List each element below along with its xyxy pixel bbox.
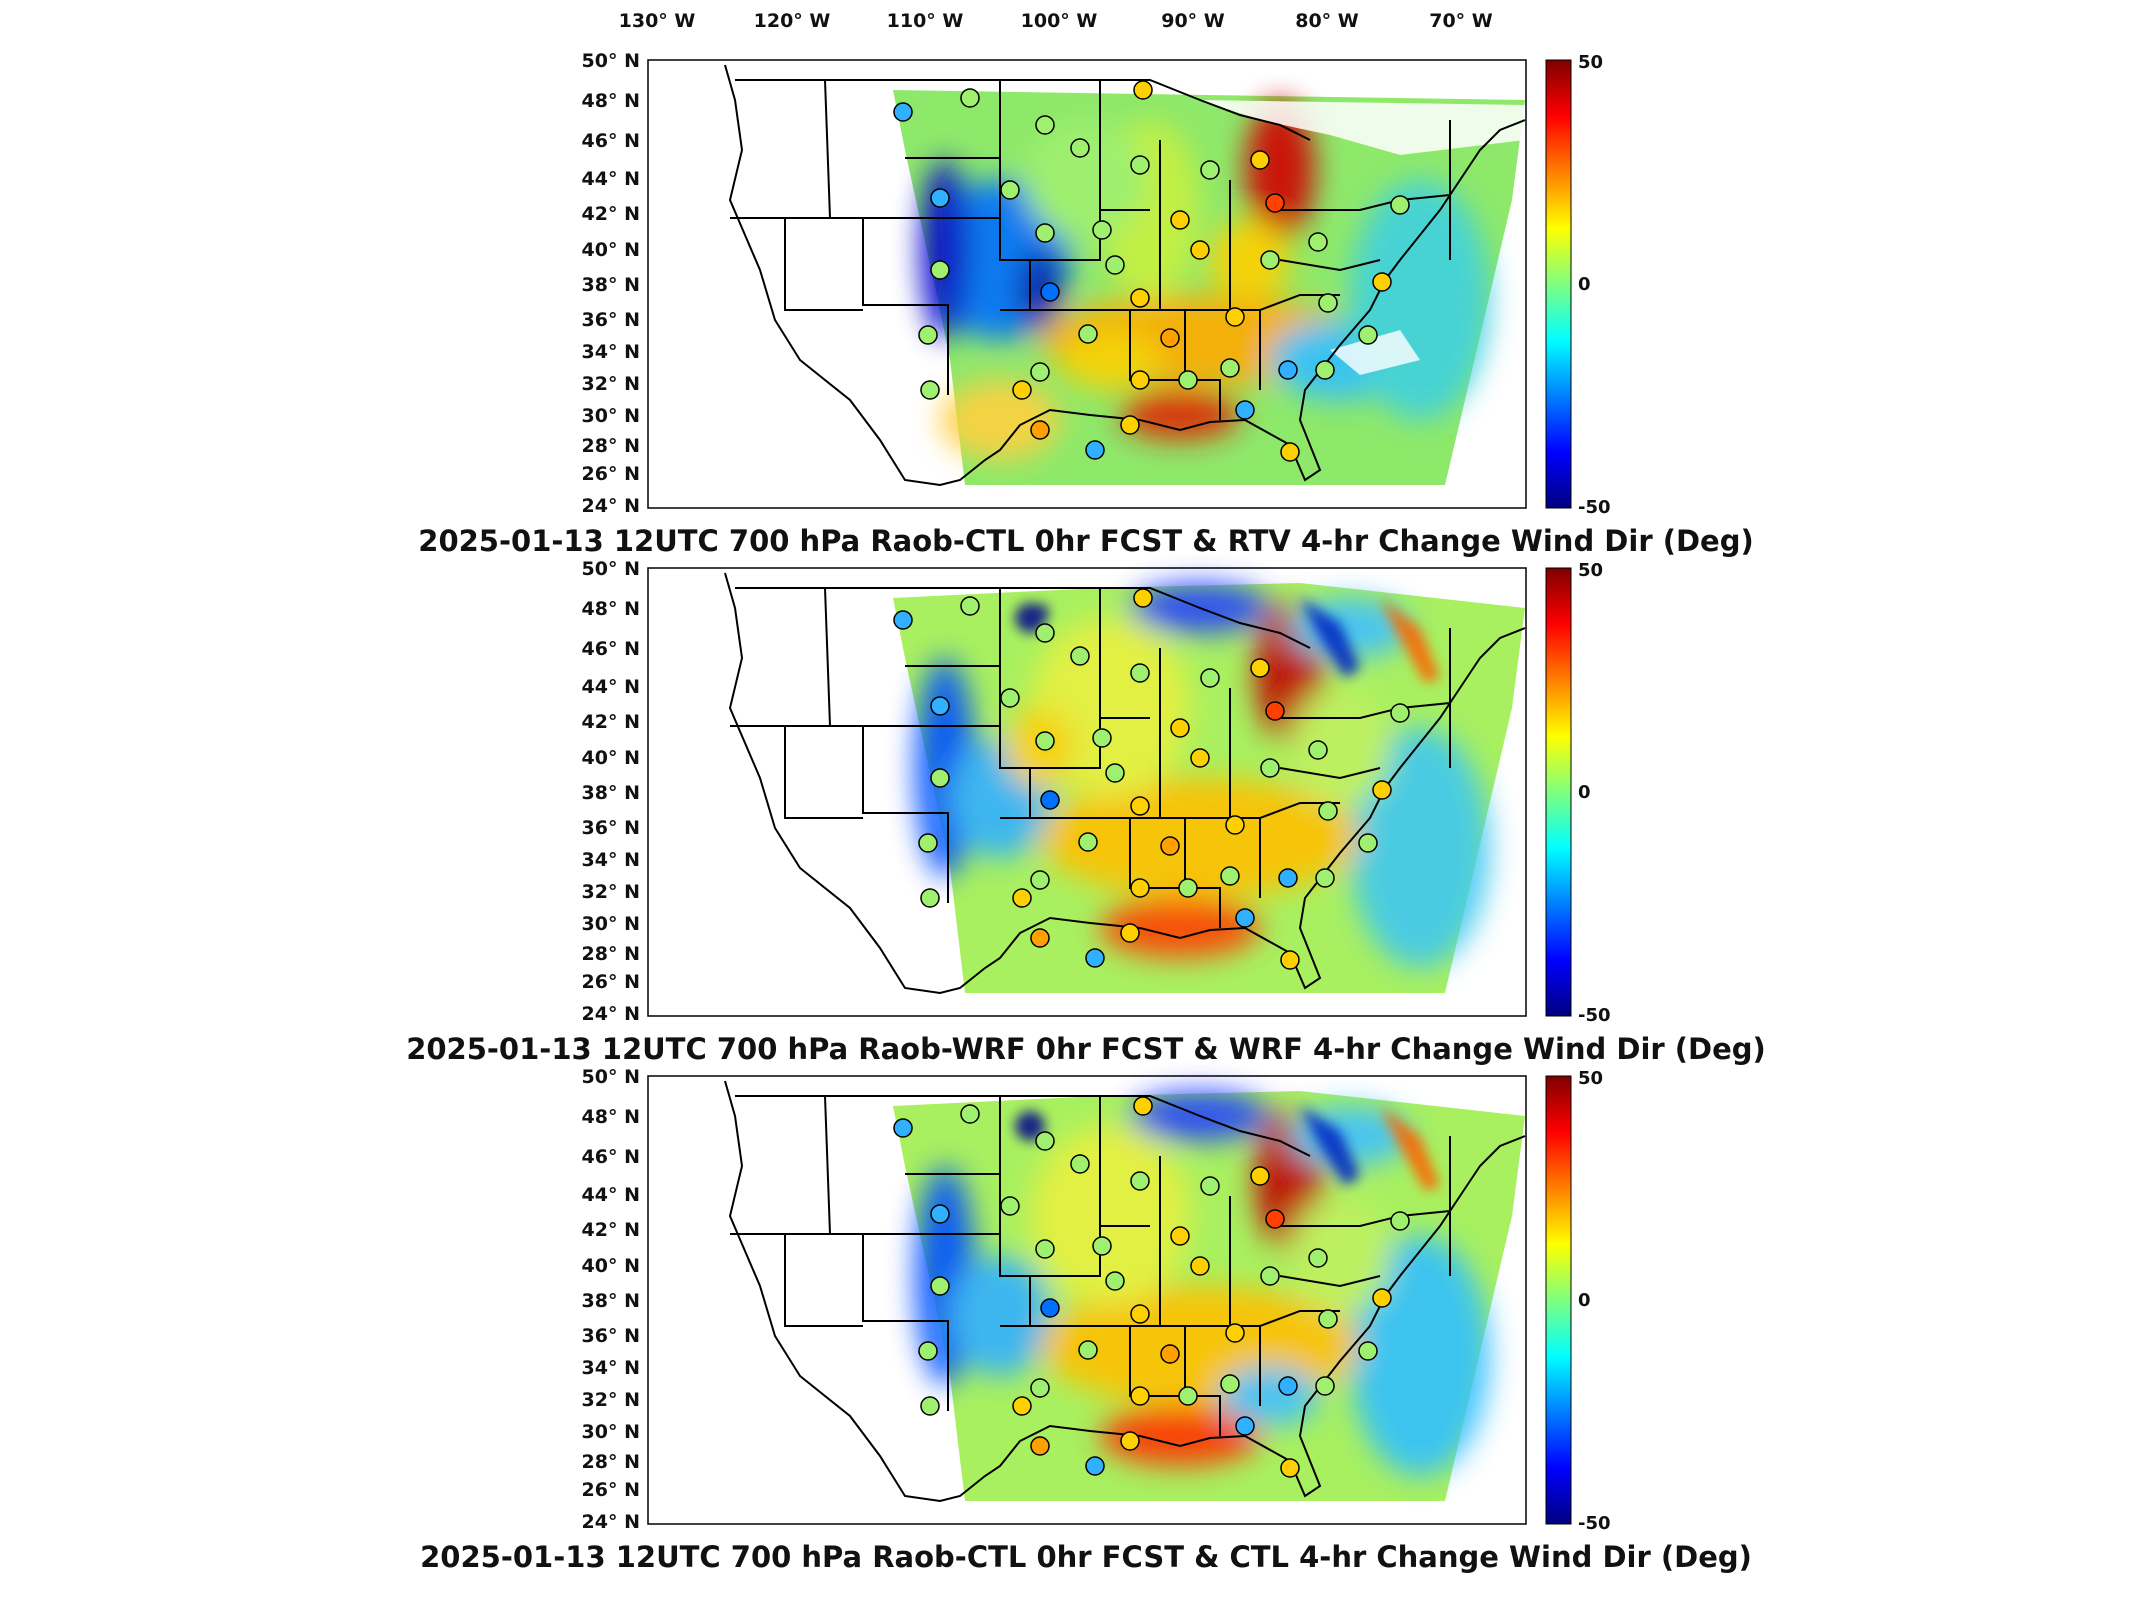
lat-label: 40° N <box>582 239 640 261</box>
map-border <box>647 1075 1527 1525</box>
panel-title: 2025-01-13 12UTC 700 hPa Raob-WRF 0hr FC… <box>406 1032 1766 1066</box>
lat-label: 28° N <box>582 435 640 457</box>
lat-label: 48° N <box>582 1106 640 1128</box>
map-outlines <box>724 572 1526 995</box>
lat-label: 46° N <box>582 638 640 660</box>
map-panel-3: 50° N 48° N 46° N 44° N 42° N 40° N 38° … <box>420 1066 1752 1574</box>
colorbar-min-label: -50 <box>1578 497 1611 518</box>
lon-label: 120° W <box>754 10 831 32</box>
colorbar-min-label: -50 <box>1578 1513 1611 1534</box>
lat-label: 50° N <box>582 50 640 72</box>
lat-label: 24° N <box>582 1511 640 1533</box>
colorbar-max-label: 50 <box>1578 52 1603 73</box>
lon-label: 110° W <box>887 10 964 32</box>
field-overlay <box>893 90 1525 485</box>
lat-label: 48° N <box>582 598 640 620</box>
lat-label: 26° N <box>582 1479 640 1501</box>
lat-label: 38° N <box>582 782 640 804</box>
lon-label: 80° W <box>1295 10 1359 32</box>
lat-label: 32° N <box>582 1389 640 1411</box>
map-border <box>647 59 1527 509</box>
lat-label: 46° N <box>582 1146 640 1168</box>
colorbar-gradient <box>1545 567 1572 1017</box>
colorbar-gradient <box>1545 59 1572 509</box>
field-overlay <box>893 583 1525 993</box>
lat-label: 46° N <box>582 130 640 152</box>
map-outlines <box>724 1080 1526 1503</box>
lat-label: 36° N <box>582 309 640 331</box>
colorbar: 50 0 -50 <box>1545 52 1611 518</box>
map-border <box>647 567 1527 1017</box>
lat-label: 28° N <box>582 1451 640 1473</box>
lon-label: 70° W <box>1429 10 1493 32</box>
lat-label: 44° N <box>582 1184 640 1206</box>
lat-label: 38° N <box>582 1290 640 1312</box>
lat-label: 24° N <box>582 495 640 517</box>
lat-label: 30° N <box>582 1421 640 1443</box>
lat-label: 42° N <box>582 203 640 225</box>
colorbar-mid-label: 0 <box>1578 274 1591 295</box>
lat-label: 36° N <box>582 817 640 839</box>
latitude-labels: 50° N 48° N 46° N 44° N 42° N 40° N 38° … <box>582 558 640 1025</box>
lat-label: 30° N <box>582 913 640 935</box>
raob-stations <box>893 1096 1410 1478</box>
lat-label: 40° N <box>582 1255 640 1277</box>
colorbar-max-label: 50 <box>1578 1068 1603 1089</box>
lat-label: 42° N <box>582 1219 640 1241</box>
lat-label: 44° N <box>582 676 640 698</box>
lat-label: 48° N <box>582 90 640 112</box>
colorbar-max-label: 50 <box>1578 560 1603 581</box>
latitude-labels: 50° N 48° N 46° N 44° N 42° N 40° N 38° … <box>582 1066 640 1533</box>
lat-label: 28° N <box>582 943 640 965</box>
field-overlay <box>893 1091 1525 1501</box>
lat-label: 42° N <box>582 711 640 733</box>
lat-label: 40° N <box>582 747 640 769</box>
lat-label: 44° N <box>582 168 640 190</box>
panel-title: 2025-01-13 12UTC 700 hPa Raob-CTL 0hr FC… <box>420 1540 1752 1574</box>
lon-label: 90° W <box>1161 10 1225 32</box>
lon-label: 130° W <box>619 10 696 32</box>
lat-label: 32° N <box>582 373 640 395</box>
lat-label: 32° N <box>582 881 640 903</box>
longitude-labels: 130° W 120° W 110° W 100° W 90° W 80° W … <box>619 10 1493 32</box>
lat-label: 34° N <box>582 849 640 871</box>
raob-stations <box>893 80 1410 462</box>
latitude-labels: 50° N 48° N 46° N 44° N 42° N 40° N 38° … <box>582 50 640 517</box>
raob-stations <box>893 588 1410 970</box>
lat-label: 24° N <box>582 1003 640 1025</box>
lat-label: 26° N <box>582 463 640 485</box>
panel-title: 2025-01-13 12UTC 700 hPa Raob-CTL 0hr FC… <box>418 524 1753 558</box>
lat-label: 38° N <box>582 274 640 296</box>
lat-label: 36° N <box>582 1325 640 1347</box>
lat-label: 34° N <box>582 341 640 363</box>
colorbar-gradient <box>1545 1075 1572 1525</box>
lon-label: 100° W <box>1021 10 1098 32</box>
lat-label: 26° N <box>582 971 640 993</box>
lat-label: 34° N <box>582 1357 640 1379</box>
colorbar: 50 0 -50 <box>1545 1068 1611 1534</box>
map-panel-2: 50° N 48° N 46° N 44° N 42° N 40° N 38° … <box>406 558 1766 1066</box>
colorbar: 50 0 -50 <box>1545 560 1611 1026</box>
colorbar-mid-label: 0 <box>1578 782 1591 803</box>
lat-label: 50° N <box>582 1066 640 1088</box>
colorbar-mid-label: 0 <box>1578 1290 1591 1311</box>
lat-label: 50° N <box>582 558 640 580</box>
colorbar-min-label: -50 <box>1578 1005 1611 1026</box>
lat-label: 30° N <box>582 405 640 427</box>
map-panel-1: 50° N 48° N 46° N 44° N 42° N 40° N 38° … <box>418 50 1753 558</box>
